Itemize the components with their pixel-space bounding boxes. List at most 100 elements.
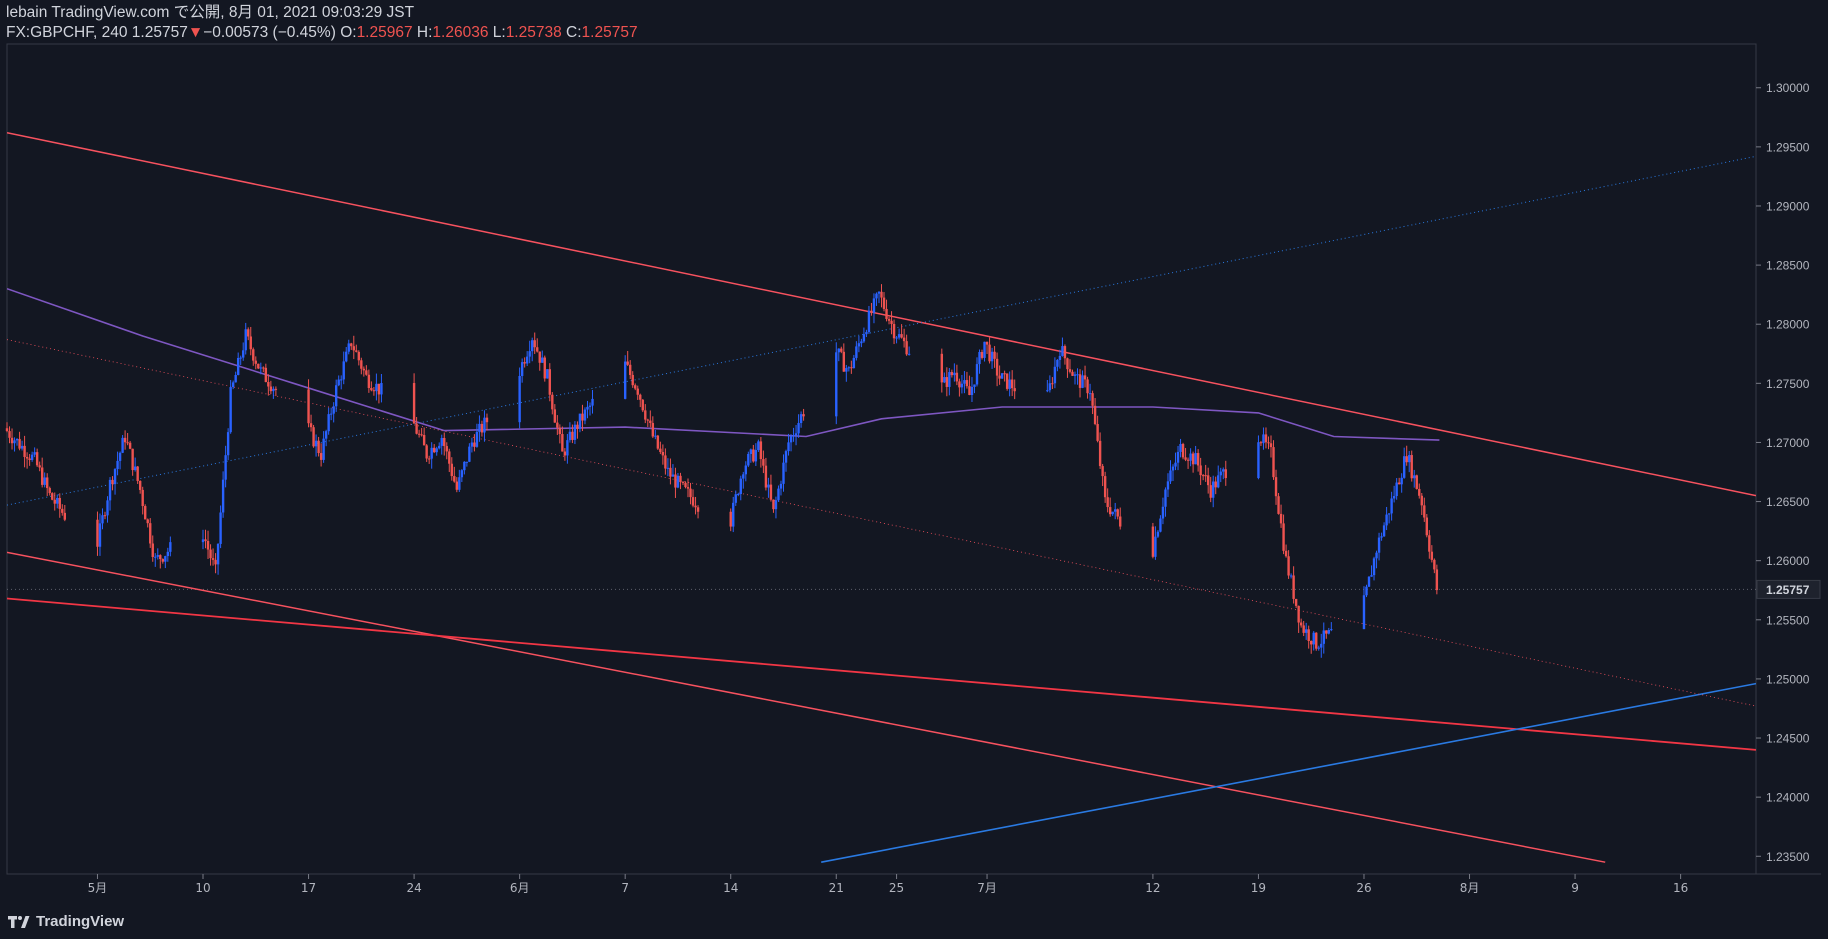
candle-up <box>1073 374 1077 376</box>
candle-down <box>762 459 765 466</box>
candle-down <box>1071 371 1074 376</box>
candle-down <box>144 506 147 520</box>
candle-up <box>860 341 863 344</box>
candle-up <box>272 388 275 392</box>
candle-up <box>1365 586 1368 596</box>
candle-down <box>764 465 768 488</box>
candle-down <box>485 417 489 423</box>
candle-down <box>247 329 250 337</box>
candle-up <box>847 367 851 369</box>
candle-down <box>1425 517 1429 536</box>
candle-down <box>993 351 996 359</box>
candle-down <box>350 343 353 347</box>
candle-up <box>784 451 788 463</box>
candle-down <box>1101 466 1104 477</box>
candle-up <box>324 431 328 439</box>
candle-up <box>1058 355 1062 360</box>
candle-up <box>855 346 858 358</box>
candle-up <box>1166 481 1170 490</box>
candle-down <box>1297 605 1300 623</box>
candle-down <box>1282 523 1285 551</box>
candle-down <box>1299 622 1303 626</box>
candle-down <box>412 383 416 424</box>
candle-down <box>1287 556 1290 576</box>
candle-up <box>239 357 242 359</box>
candle-up <box>430 447 433 459</box>
candle-up <box>1114 509 1117 512</box>
candle-down <box>1224 469 1227 479</box>
candle-up <box>242 350 245 358</box>
candle-up <box>1413 475 1416 479</box>
candle-down <box>1005 373 1009 389</box>
candle-up <box>895 337 898 339</box>
upper-channel-line <box>7 131 1756 497</box>
candle-down <box>536 347 539 352</box>
candle-down <box>641 399 644 411</box>
candle-down <box>61 508 64 513</box>
candle-down <box>892 323 896 339</box>
candle-down <box>1284 550 1288 557</box>
candle-down <box>661 452 665 456</box>
candle-down <box>533 340 536 348</box>
candle-up <box>747 453 750 466</box>
candle-up <box>201 539 205 543</box>
candle-down <box>840 348 843 352</box>
candle-up <box>465 461 469 463</box>
candle-up <box>744 465 748 475</box>
candle-down <box>887 318 891 321</box>
candle-down <box>1201 475 1205 477</box>
candle-up <box>654 435 657 437</box>
candle-down <box>551 394 554 410</box>
candle-up <box>960 383 964 388</box>
close-label: C: <box>566 24 582 41</box>
candle-up <box>375 383 378 392</box>
candle-down <box>669 467 672 477</box>
candle-up <box>314 440 318 447</box>
candle-up <box>837 348 840 353</box>
candle-down <box>96 519 99 547</box>
candle-up <box>1222 469 1225 472</box>
candle-down <box>965 380 969 387</box>
red-dotted-line <box>7 339 1756 707</box>
candle-down <box>769 484 773 500</box>
candle-up <box>226 432 230 456</box>
candle-up <box>347 343 350 352</box>
x-tick-label: 21 <box>829 881 844 895</box>
candle-up <box>1046 390 1049 392</box>
blue-dotted-line <box>7 155 1756 506</box>
candle-down <box>357 351 361 361</box>
candle-down <box>696 507 700 512</box>
candle-up <box>334 385 338 407</box>
candle-up <box>734 494 737 503</box>
symbol-label[interactable]: FX:GBPCHF, 240 <box>6 24 128 41</box>
candle-up <box>531 340 534 352</box>
candle-up <box>1387 513 1391 515</box>
candle-down <box>890 320 893 324</box>
candle-down <box>1151 526 1155 557</box>
x-tick-label: 17 <box>301 881 316 895</box>
candle-down <box>1199 465 1202 476</box>
candle-down <box>126 442 129 444</box>
chart-header: lebain TradingView.com で公開, 8月 01, 2021 … <box>6 3 638 42</box>
candle-down <box>1119 516 1122 527</box>
candle-down <box>1420 495 1423 506</box>
candle-up <box>234 374 237 383</box>
y-tick-label: 1.27500 <box>1766 377 1810 391</box>
candle-up <box>1161 506 1165 519</box>
candle-down <box>257 363 260 369</box>
candle-up <box>799 414 803 424</box>
candle-up <box>1171 466 1175 471</box>
candle-down <box>548 369 551 395</box>
candle-up <box>30 454 34 461</box>
candle-up <box>1380 536 1383 538</box>
candle-up <box>525 356 529 364</box>
candle-up <box>121 437 124 453</box>
candle-down <box>689 488 692 498</box>
candle-down <box>367 374 371 388</box>
candle-up <box>867 310 871 333</box>
candle-up <box>739 478 742 495</box>
candle-down <box>5 428 9 432</box>
last-price-tag <box>1756 579 1821 599</box>
candle-up <box>1385 514 1388 526</box>
